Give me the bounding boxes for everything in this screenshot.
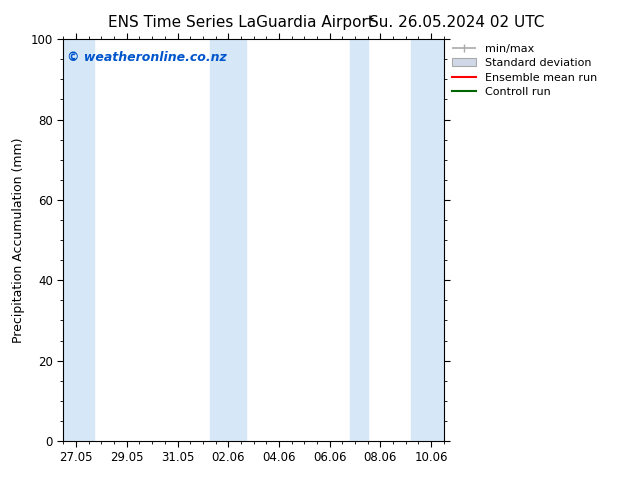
Bar — [210, 39, 246, 441]
Text: © weatheronline.co.nz: © weatheronline.co.nz — [67, 51, 227, 64]
Y-axis label: Precipitation Accumulation (mm): Precipitation Accumulation (mm) — [12, 137, 25, 343]
Bar — [63, 39, 94, 441]
Bar — [350, 39, 368, 441]
Bar — [411, 39, 444, 441]
Legend: min/max, Standard deviation, Ensemble mean run, Controll run: min/max, Standard deviation, Ensemble me… — [448, 39, 602, 101]
Text: Su. 26.05.2024 02 UTC: Su. 26.05.2024 02 UTC — [369, 15, 544, 30]
Text: ENS Time Series LaGuardia Airport: ENS Time Series LaGuardia Airport — [108, 15, 374, 30]
